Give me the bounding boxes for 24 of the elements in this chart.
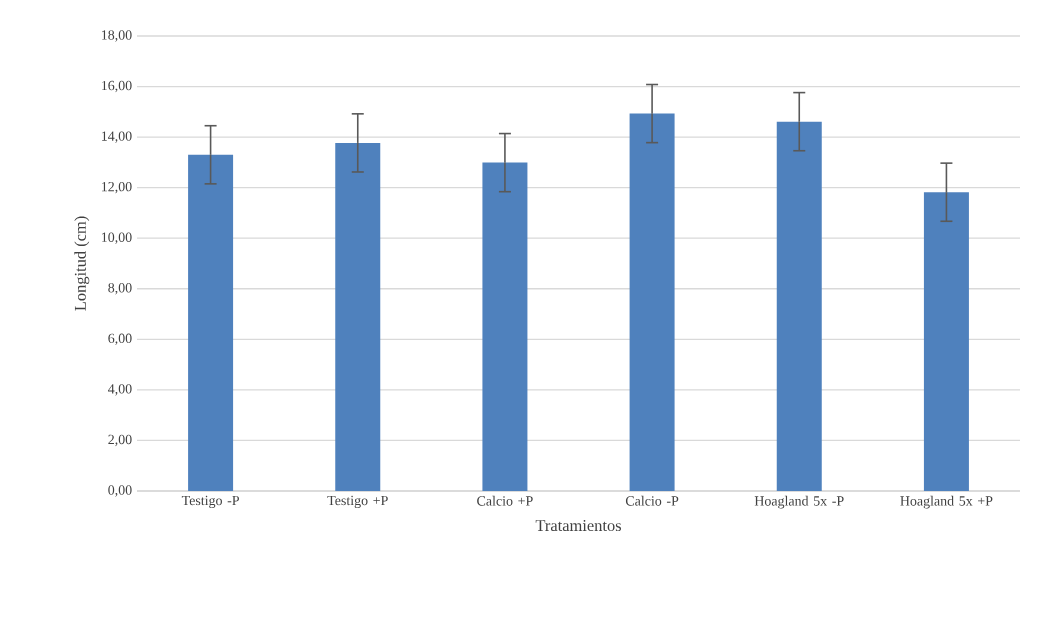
y-tick-label: 8,00 <box>108 283 132 295</box>
y-tick-label: 4,00 <box>108 384 132 396</box>
x-tick-label: Calcio -P <box>625 495 679 506</box>
y-tick-label: 18,00 <box>102 30 132 42</box>
x-tick-label: Calcio +P <box>477 495 533 506</box>
bar <box>776 121 822 491</box>
y-tick-label: 10,00 <box>102 232 132 244</box>
x-axis-title: Tratamientos <box>535 520 621 532</box>
x-tick-label: Testigo -P <box>181 495 239 509</box>
bar <box>482 162 528 491</box>
bar <box>629 113 675 491</box>
y-tick-label: 2,00 <box>108 434 132 447</box>
x-tick-label: Hoagland 5x +P <box>900 495 993 509</box>
bar <box>923 192 969 491</box>
x-tick-label: Testigo +P <box>327 495 388 509</box>
y-axis-title: Longitud (cm) <box>74 216 90 311</box>
y-tick-label: 16,00 <box>102 80 132 93</box>
bar <box>335 142 381 491</box>
bar <box>188 154 234 491</box>
y-tick-label: 12,00 <box>102 181 132 194</box>
x-tick-label: Hoagland 5x -P <box>754 495 844 509</box>
y-tick-label: 0,00 <box>108 485 132 497</box>
y-tick-label: 14,00 <box>102 131 132 143</box>
y-tick-label: 6,00 <box>108 333 132 346</box>
